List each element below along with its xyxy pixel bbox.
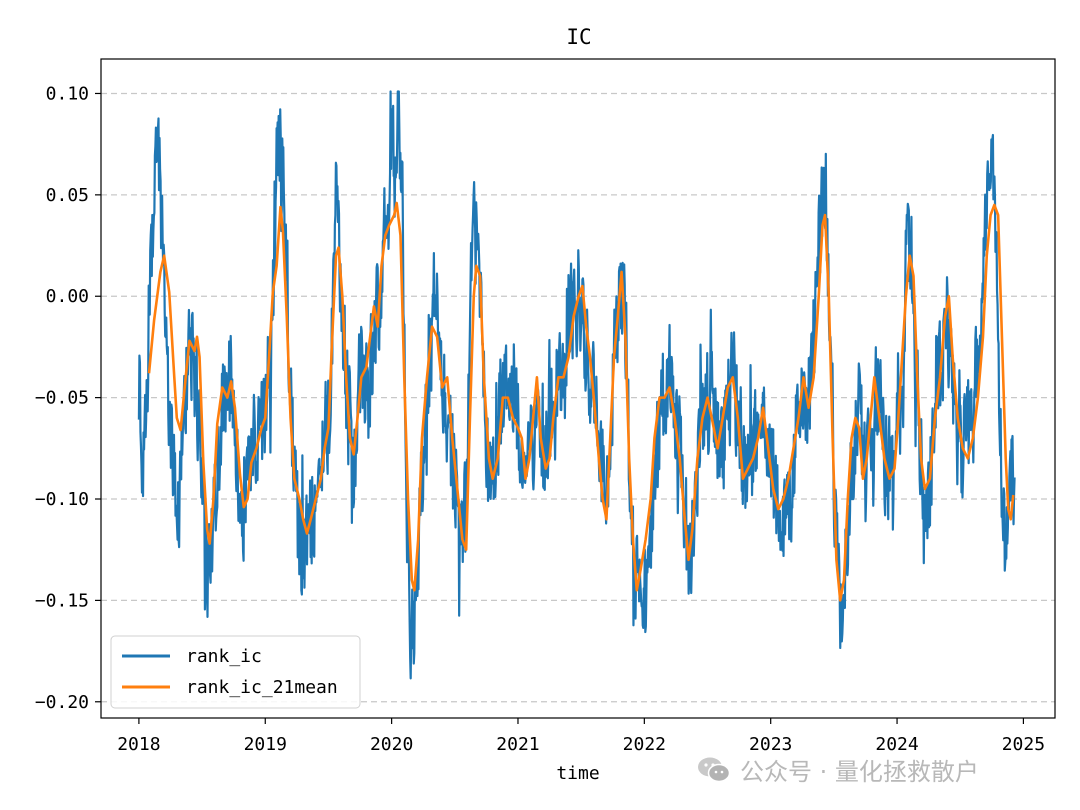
x-tick-label: 2021: [496, 734, 539, 755]
series-rank-ic-21mean: [147, 201, 1015, 602]
grid-lines: [101, 92, 1055, 703]
y-tick-label: 0.05: [46, 185, 89, 206]
line-rank-ic-21mean: [147, 201, 1015, 602]
x-tick-label: 2024: [875, 734, 918, 755]
y-axis: 0.10 0.05 0.00 −0.05 −0.10 −0.15 −0.20: [35, 83, 101, 713]
legend: rank_ic rank_ic_21mean: [110, 635, 361, 709]
x-axis-label: time: [556, 763, 599, 784]
x-tick-label: 2020: [370, 734, 413, 755]
x-tick-label: 2023: [749, 734, 792, 755]
legend-label-rank-ic-21mean: rank_ic_21mean: [186, 677, 338, 698]
x-tick-label: 2022: [623, 734, 666, 755]
y-tick-label: 0.00: [46, 286, 89, 307]
y-tick-label: −0.20: [35, 692, 89, 713]
y-tick-label: −0.15: [35, 590, 89, 611]
x-tick-label: 2019: [244, 734, 287, 755]
y-tick-label: 0.10: [46, 83, 89, 104]
watermark: 公众号 · 量化拯救散户: [696, 752, 979, 787]
legend-label-rank-ic: rank_ic: [186, 646, 262, 667]
legend-box: [110, 635, 361, 709]
watermark-text: 公众号 · 量化拯救散户: [740, 758, 979, 786]
line-rank-ic: [137, 90, 1016, 680]
x-tick-label: 2025: [1002, 734, 1045, 755]
y-tick-label: −0.05: [35, 388, 89, 409]
x-axis: 2018 2019 2020 2021 2022 2023 2024 2025: [117, 718, 1045, 755]
x-tick-label: 2018: [117, 734, 160, 755]
y-tick-label: −0.10: [35, 489, 89, 510]
series-rank-ic: [137, 90, 1016, 680]
wechat-icon: [698, 757, 731, 782]
plot-frame: [100, 58, 1056, 719]
chart-title: IC: [566, 25, 591, 49]
